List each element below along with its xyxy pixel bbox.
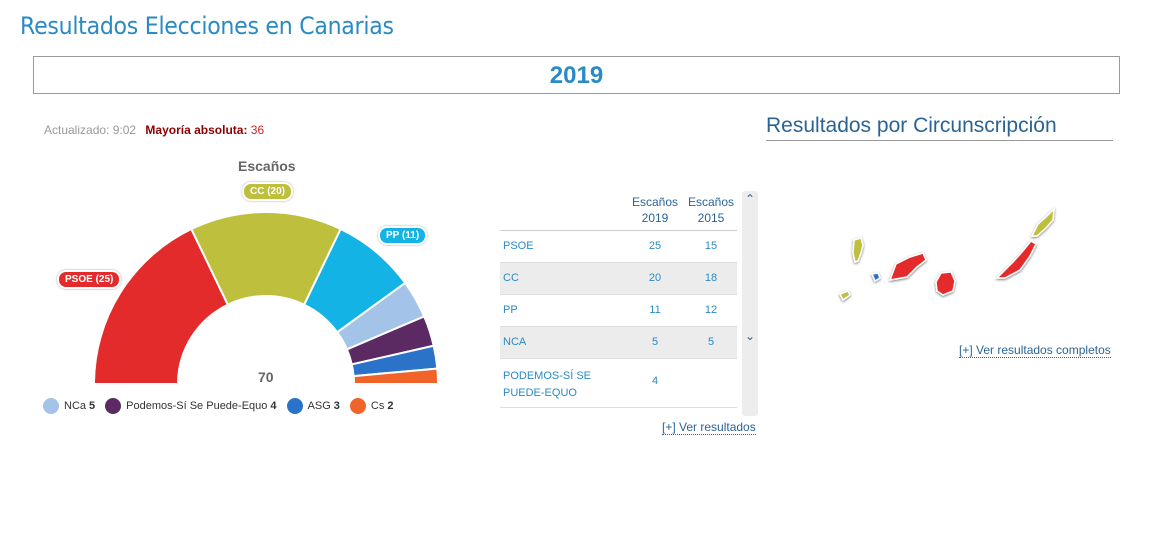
majority-value: 36 <box>250 123 265 137</box>
legend-label: NCa <box>64 400 87 412</box>
results-table: Escaños 2019 Escaños 2015 PSOE 25 15 CC 20… <box>500 190 737 408</box>
party-name: PSOE <box>503 240 534 252</box>
table-header: Escaños 2019 Escaños 2015 <box>500 190 737 231</box>
legend-value: 5 <box>89 400 96 412</box>
seats-2019: 4 <box>651 375 659 387</box>
seats-2019: 20 <box>648 272 662 284</box>
gran-canaria-island[interactable] <box>935 271 956 296</box>
hemicycle-title: Escaños <box>238 158 296 174</box>
year-label: 2019 <box>549 62 604 89</box>
table-row[interactable]: PP 11 12 <box>500 295 737 327</box>
party-name: NCA <box>503 336 527 348</box>
ver-resultados-link[interactable]: [+] Ver resultados <box>662 420 756 435</box>
legend-item-podemos[interactable]: Podemos-Sí Se Puede-Equo 4 <box>105 398 277 414</box>
seats-2019: 25 <box>648 240 662 252</box>
hemicycle-slice-psoe[interactable] <box>92 227 230 385</box>
updated-time: 9:02 <box>112 123 137 137</box>
chart-legend: NCa 5 Podemos-Sí Se Puede-Equo 4 ASG 3 C… <box>43 398 403 414</box>
lanzarote-island[interactable] <box>1030 207 1055 237</box>
podemos-color-dot <box>105 398 122 414</box>
la-palma-island[interactable] <box>852 237 864 263</box>
majority-label: Mayoría absoluta: <box>145 123 248 137</box>
legend-item-asg[interactable]: ASG 3 <box>286 398 340 414</box>
nca-color-dot <box>43 398 59 414</box>
update-status: Actualizado: 9:02 Mayoría absoluta: 36 <box>44 123 264 137</box>
scroll-up-icon[interactable]: ⌃ <box>744 192 756 206</box>
ver-resultados-completos-link[interactable]: [+] Ver resultados completos <box>959 343 1111 358</box>
legend-value: 3 <box>333 400 340 412</box>
cs-color-dot <box>349 398 366 414</box>
seats-2015: 12 <box>704 304 718 316</box>
la-gomera-island[interactable] <box>870 272 881 283</box>
party-name: CC <box>503 272 519 284</box>
table-row[interactable]: CC 20 18 <box>500 263 737 295</box>
page-title: Resultados Elecciones en Canarias <box>20 12 394 40</box>
circunscripcion-title: Resultados por Circunscripción <box>766 114 1113 141</box>
total-seats: 70 <box>258 369 274 385</box>
el-hierro-island[interactable] <box>838 290 851 302</box>
pp-seat-tag: PP (11) <box>378 226 428 245</box>
canary-islands-map <box>838 207 1055 302</box>
legend-label: Cs <box>370 400 385 412</box>
seats-2019: 11 <box>649 304 661 316</box>
asg-color-dot <box>286 398 303 414</box>
updated-label: Actualizado: <box>44 123 110 137</box>
tenerife-island[interactable] <box>888 252 927 281</box>
legend-value: 2 <box>387 400 394 412</box>
year-selector[interactable]: 2019 <box>33 56 1120 94</box>
legend-item-cs[interactable]: Cs 2 <box>349 398 394 414</box>
cc-seat-tag: CC (20) <box>242 182 294 201</box>
table-row[interactable]: NCA 5 5 <box>500 327 737 359</box>
hemicycle-chart <box>92 211 440 385</box>
seats-2015: 18 <box>704 272 718 284</box>
scroll-down-icon[interactable]: ⌄ <box>744 329 756 343</box>
fuerteventura-island[interactable] <box>995 240 1037 279</box>
party-name: PODEMOS-SÍ SE PUEDE-EQUO <box>503 370 592 399</box>
header-2019: Escaños 2019 <box>631 195 679 225</box>
legend-label: ASG <box>307 400 331 412</box>
seats-2015: 5 <box>707 336 715 348</box>
seats-2015: 15 <box>704 240 718 252</box>
legend-label: Podemos-Sí Se Puede-Equo <box>126 400 268 412</box>
legend-item-nca[interactable]: NCa 5 <box>43 398 95 414</box>
table-row[interactable]: PODEMOS-SÍ SE PUEDE-EQUO 4 <box>500 359 737 408</box>
seats-2019: 5 <box>651 336 659 348</box>
table-row[interactable]: PSOE 25 15 <box>500 231 737 263</box>
legend-value: 4 <box>270 400 277 412</box>
psoe-seat-tag: PSOE (25) <box>57 270 122 289</box>
party-name: PP <box>503 304 518 316</box>
hemicycle-slice-cs[interactable] <box>352 367 440 385</box>
header-2015: Escaños 2015 <box>687 195 735 225</box>
table-scrollbar[interactable]: ⌃ ⌄ <box>742 191 758 416</box>
